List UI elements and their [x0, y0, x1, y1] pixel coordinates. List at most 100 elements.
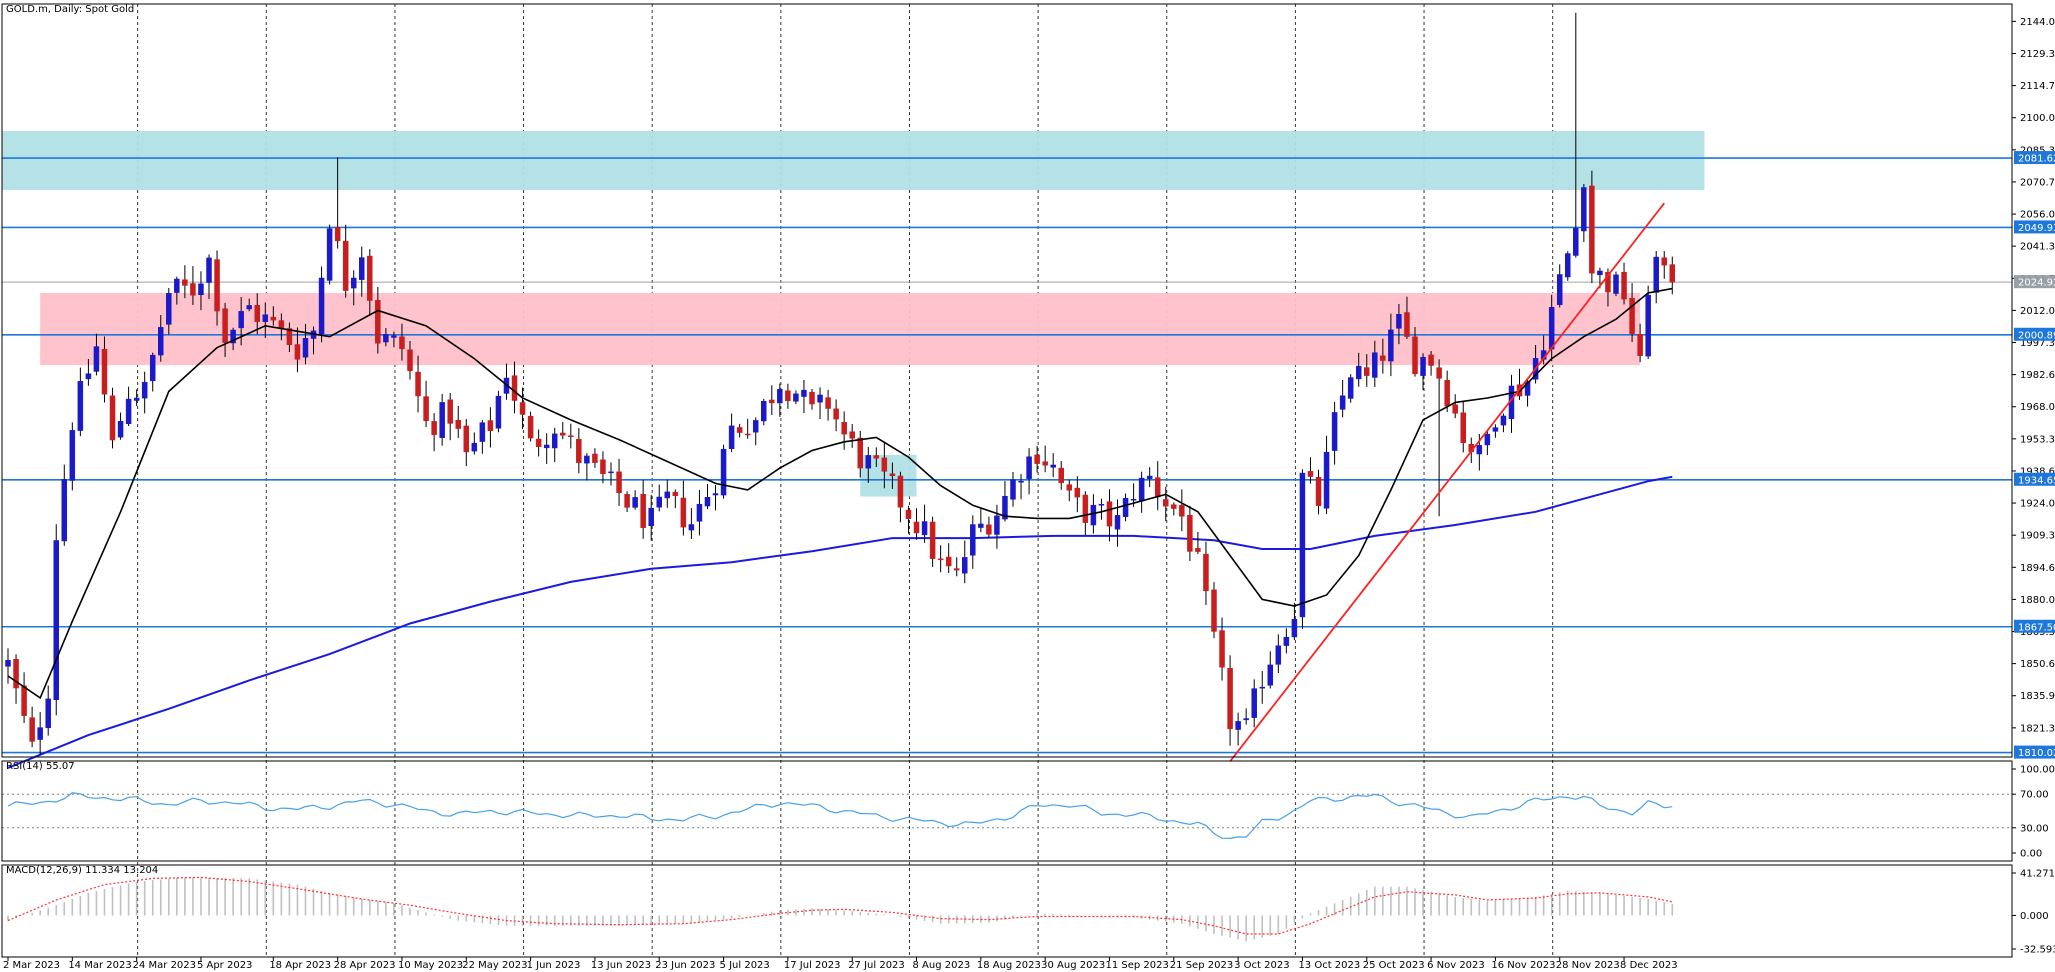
candle — [1460, 401, 1466, 453]
candle — [1146, 467, 1153, 488]
candle — [600, 451, 606, 484]
candle — [61, 464, 68, 546]
candle-body — [704, 497, 711, 507]
candle — [664, 479, 671, 508]
price-tick-label: 1924.01 — [2020, 499, 2055, 510]
candle — [1661, 251, 1667, 279]
zone-resistance — [2, 130, 1705, 191]
candle-body — [568, 435, 574, 437]
candle — [1355, 352, 1362, 387]
date-tick-label: 30 Aug 2023 — [1041, 960, 1105, 971]
price-tick-label: 1850.66 — [2020, 659, 2055, 670]
horizontal-levels — [2, 157, 2012, 754]
candle-body — [527, 415, 534, 439]
candle — [487, 407, 494, 448]
candle-body — [1428, 354, 1434, 366]
price-level-badge — [2014, 472, 2055, 486]
date-tick-label: 24 Mar 2023 — [133, 960, 196, 971]
candle-body — [21, 685, 27, 716]
candle-body — [230, 329, 236, 344]
candle-body — [1396, 313, 1402, 329]
candle — [640, 479, 646, 539]
date-axis: 2 Mar 2023 14 Mar 2023 24 Mar 2023 5 Apr 20… — [3, 957, 1678, 971]
candle — [1187, 505, 1193, 561]
candle-body — [206, 257, 212, 283]
price-level-badge — [2014, 619, 2055, 633]
candle-body — [849, 431, 855, 439]
macd-tick-label: 41.271 — [2020, 869, 2055, 880]
candle — [1629, 283, 1635, 342]
candle — [1251, 679, 1257, 728]
candle-body — [166, 293, 172, 325]
price-level-label: 2024.92 — [2018, 278, 2055, 289]
candle-body — [648, 507, 654, 527]
candle — [761, 398, 767, 426]
candle — [206, 254, 212, 300]
candle-body — [487, 420, 494, 432]
candle — [334, 157, 341, 249]
candle — [632, 490, 638, 510]
date-tick-label: 25 Oct 2023 — [1363, 960, 1425, 971]
candle — [752, 417, 759, 446]
candle-body — [921, 521, 928, 536]
candle-body — [1082, 494, 1089, 523]
candle — [1364, 354, 1370, 387]
candle-body — [744, 433, 751, 436]
candle — [133, 389, 140, 407]
price-tick-label: 1880.00 — [2020, 595, 2055, 606]
candle-body — [937, 558, 944, 561]
candle-body — [479, 422, 486, 442]
candle — [994, 504, 1000, 549]
candle — [1283, 628, 1290, 654]
rsi-line — [7, 792, 1673, 840]
candle-body — [1420, 356, 1426, 376]
candle — [568, 423, 574, 449]
candle-body — [133, 397, 140, 401]
candle-body — [1476, 445, 1483, 455]
candle-body — [833, 408, 839, 420]
candle-body — [286, 328, 293, 346]
candle-body — [1267, 664, 1274, 686]
candle — [519, 387, 526, 430]
date-tick-label: 28 Nov 2023 — [1556, 960, 1620, 971]
candle — [1388, 313, 1394, 377]
candle-body — [270, 316, 277, 321]
candle-body — [576, 438, 582, 463]
candle — [962, 540, 968, 584]
trendline[interactable] — [1229, 202, 1665, 762]
candle — [672, 489, 679, 509]
date-tick-label: 13 Oct 2023 — [1298, 960, 1360, 971]
candle — [1163, 486, 1169, 522]
price-level-badge — [2014, 327, 2055, 341]
pane-frame — [1, 864, 2013, 958]
candle-body — [953, 568, 960, 571]
candle-body — [318, 277, 325, 335]
candle-body — [238, 311, 244, 329]
candle-body — [1565, 253, 1571, 278]
candle — [1500, 413, 1507, 433]
ascending-trendline — [1229, 202, 1665, 762]
candle — [929, 516, 936, 567]
candle — [543, 433, 550, 464]
candle — [1637, 323, 1643, 363]
candle — [1339, 379, 1346, 418]
candle-body — [1163, 499, 1169, 507]
candle-body — [913, 521, 920, 534]
candle — [1669, 256, 1676, 295]
candle — [1275, 634, 1282, 674]
date-tick-label: 21 Sep 2023 — [1170, 960, 1233, 971]
candle — [897, 471, 904, 523]
date-tick-label: 11 Sep 2023 — [1105, 960, 1168, 971]
candle-body — [37, 727, 43, 740]
macd-title: MACD(12,26,9) 11.334 13.204 — [6, 865, 158, 876]
candle-body — [664, 491, 671, 499]
candle-body — [471, 442, 478, 452]
candle — [13, 654, 19, 704]
candle — [769, 385, 775, 416]
price-tick-label: 2100.05 — [2020, 113, 2055, 124]
candle-body — [1299, 472, 1306, 618]
candle — [1347, 374, 1354, 403]
candle-body — [905, 509, 912, 519]
candle-body — [1436, 367, 1442, 379]
